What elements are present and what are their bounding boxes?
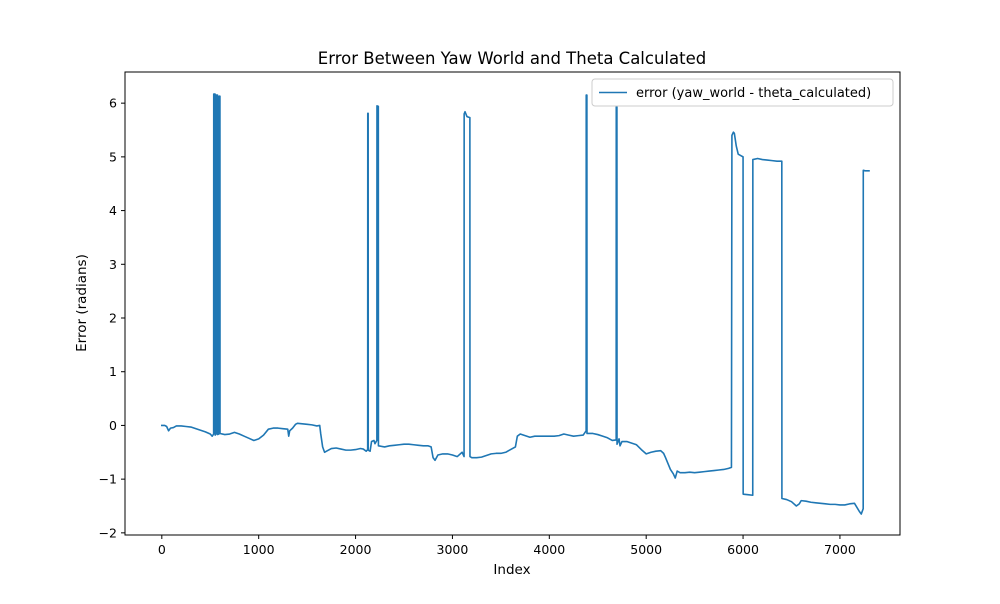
y-tick-label: 2 [109, 311, 117, 326]
plot-area [161, 93, 870, 515]
x-tick-label: 0 [158, 542, 166, 557]
x-tick-label: 2000 [340, 542, 372, 557]
chart-title: Error Between Yaw World and Theta Calcul… [318, 49, 706, 68]
y-tick-label: 3 [109, 257, 117, 272]
x-tick-label: 4000 [533, 542, 565, 557]
y-tick-label: 4 [109, 203, 117, 218]
x-tick-label: 1000 [243, 542, 275, 557]
legend: error (yaw_world - theta_calculated) [591, 78, 894, 107]
axes-frame [124, 71, 901, 536]
y-tick-label: 5 [109, 149, 117, 164]
x-axis-label: Index [493, 562, 530, 578]
legend-label: error (yaw_world - theta_calculated) [636, 86, 871, 101]
legend-box [591, 78, 894, 107]
y-tick-label: 6 [109, 96, 117, 111]
y-tick-label: 1 [109, 364, 117, 379]
x-tick-label: 7000 [824, 542, 856, 557]
y-tick-label: 0 [109, 418, 117, 433]
y-tick-label: −1 [99, 472, 117, 487]
x-tick-label: 6000 [727, 542, 759, 557]
y-axis-label: Error (radians) [74, 254, 90, 352]
axes: 0 1000 2000 3000 4000 5000 6000 7000 −2 −1 0 1 2 3 4 5 6 [99, 71, 901, 557]
y-tick-label: −2 [99, 525, 117, 540]
x-tick-label: 5000 [630, 542, 662, 557]
x-tick-label: 3000 [437, 542, 469, 557]
series-line-0 [161, 93, 870, 515]
